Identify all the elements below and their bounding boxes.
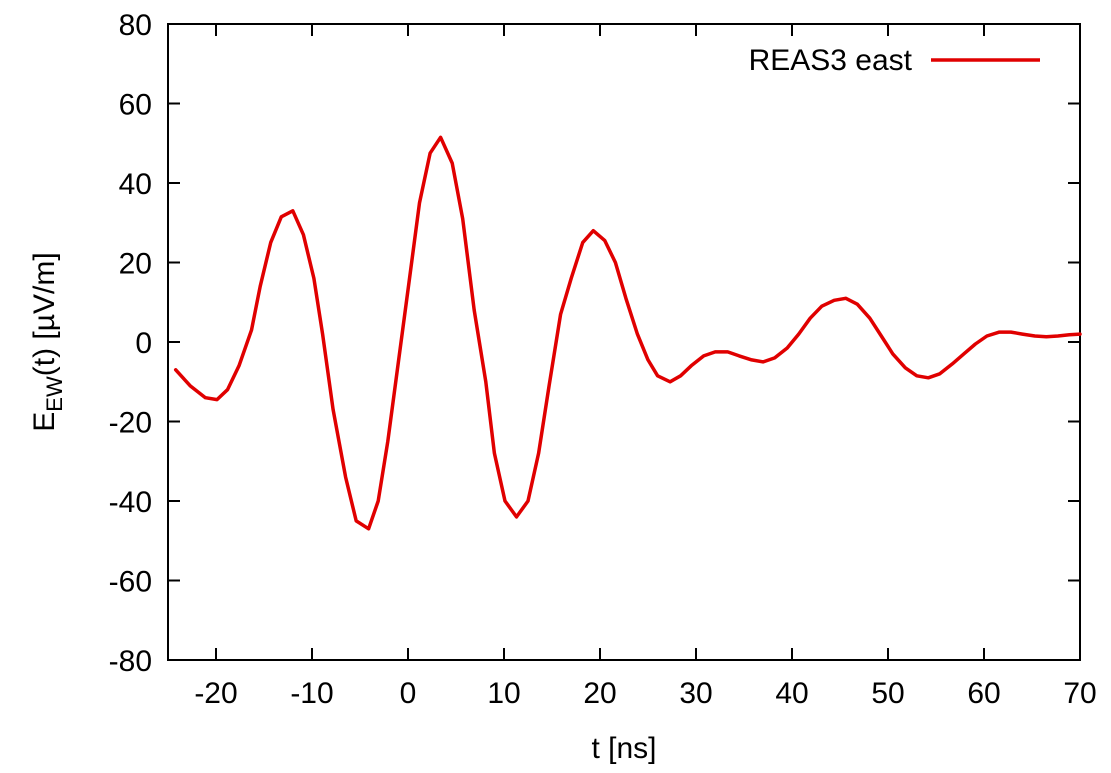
series-layer [173,135,1082,531]
legend: REAS3 east [749,44,1040,77]
x-tick-label: 60 [967,677,1000,710]
x-tick-label: 40 [775,677,808,710]
y-tick-label: 40 [119,168,152,201]
y-tick-label: -20 [109,407,152,440]
x-tick-label: 70 [1063,677,1096,710]
x-tick-labels: -20 -10 0 10 20 30 40 50 60 70 [194,677,1096,710]
legend-label: REAS3 east [749,44,913,77]
x-axis-title: t [ns] [591,732,656,765]
x-tick-label: 0 [400,677,417,710]
x-tick-label: 50 [871,677,904,710]
y-tick-label: 80 [119,9,152,42]
y-tick-label: 0 [135,327,152,360]
x-tick-label: -20 [194,677,237,710]
y-tick-label: -80 [109,645,152,678]
y-axis-title-main: E [28,412,61,432]
plot-frame [167,23,1081,661]
x-tick-label: 30 [679,677,712,710]
y-tick-label: 20 [119,248,152,281]
y-tick-labels: -80 -60 -40 -20 0 20 40 60 80 [109,9,152,678]
x-tick-label: -10 [290,677,333,710]
x-tick-label: 10 [487,677,520,710]
y-axis-title: EEW(t) [µV/m] [28,252,67,431]
y-tick-label: -40 [109,486,152,519]
series-line [173,135,1082,531]
y-tick-label: 60 [119,89,152,122]
y-axis-title-subscript: EW [42,376,67,412]
y-tick-label: -60 [109,566,152,599]
x-tick-label: 20 [583,677,616,710]
axis-ticks [168,23,1081,661]
y-axis-title-rest: (t) [µV/m] [28,252,61,376]
